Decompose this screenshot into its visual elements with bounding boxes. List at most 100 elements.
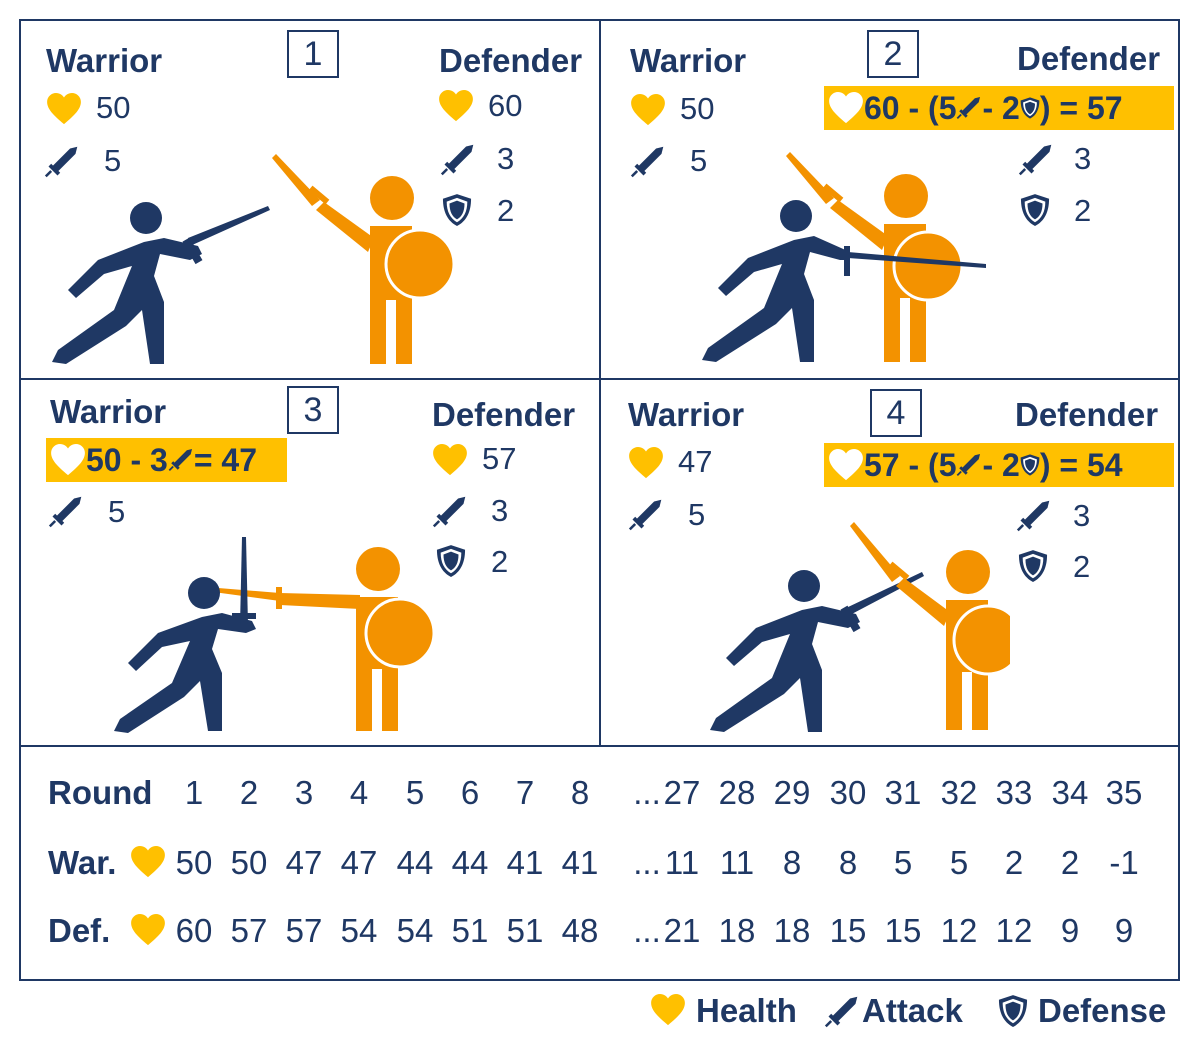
heart-icon xyxy=(650,994,686,1026)
warrior-health-cell: 8 xyxy=(838,844,858,881)
legend-health: Health xyxy=(696,992,797,1029)
formula-part: ) = 57 xyxy=(1039,89,1123,126)
defender-health: 60 xyxy=(488,88,523,123)
shield-icon xyxy=(1018,549,1048,583)
defender-label: Defender xyxy=(1015,396,1159,433)
round-cell: 6 xyxy=(460,774,480,811)
defender-health-cell: 15 xyxy=(829,912,867,949)
formula-part: 57 - (5 xyxy=(864,446,957,483)
sword-icon xyxy=(956,452,982,478)
table-ellipsis: ... xyxy=(633,774,661,811)
fight-scene-3 xyxy=(114,537,436,733)
shield-icon xyxy=(1020,193,1050,227)
round-cell: 31 xyxy=(884,774,922,811)
warrior-health: 50 xyxy=(680,91,715,126)
warrior-health-cell: 47 xyxy=(285,844,323,881)
divider-vertical xyxy=(599,19,601,747)
table-ellipsis: ... xyxy=(633,844,661,881)
defender-defense: 2 xyxy=(1074,193,1092,228)
warrior-health-cell: 2 xyxy=(1004,844,1024,881)
warrior-health-cell: 5 xyxy=(949,844,969,881)
round-cell: 8 xyxy=(570,774,590,811)
round-cell: 32 xyxy=(940,774,978,811)
sword-icon xyxy=(824,994,860,1030)
warrior-health-cell: 50 xyxy=(175,844,213,881)
sword-icon xyxy=(1018,142,1054,178)
defender-defense: 2 xyxy=(497,193,515,228)
warrior-health-cell: 44 xyxy=(396,844,434,881)
sword-icon xyxy=(956,95,982,121)
round-cell: 4 xyxy=(349,774,369,811)
round-cell: 29 xyxy=(773,774,811,811)
warrior-health: 47 xyxy=(678,444,713,479)
formula-part: - 2 xyxy=(982,89,1020,126)
warrior-health-cell: 47 xyxy=(340,844,378,881)
defender-health-cell: 57 xyxy=(285,912,323,949)
defender-attack: 3 xyxy=(491,493,509,528)
warrior-attack: 5 xyxy=(108,494,126,529)
shield-icon xyxy=(1020,453,1040,477)
heart-icon xyxy=(46,93,82,125)
warrior-figure xyxy=(52,202,270,364)
legend-attack: Attack xyxy=(862,992,963,1029)
panel-number: 3 xyxy=(287,386,339,434)
sword-icon xyxy=(1016,498,1052,534)
legend-defense: Defense xyxy=(1038,992,1167,1029)
warrior-health-formula: 50 - 3 = 47 xyxy=(46,438,287,482)
formula-part: - 2 xyxy=(982,446,1020,483)
panel-number: 2 xyxy=(867,30,919,78)
round-cell: 27 xyxy=(663,774,701,811)
defender-label: Defender xyxy=(1017,40,1161,77)
defender-health-cell: 54 xyxy=(340,912,378,949)
defender-health-formula: 57 - (5 - 2 ) = 54 xyxy=(824,443,1174,487)
defender-row-label: Def. xyxy=(48,912,111,949)
shield-icon xyxy=(1020,96,1040,120)
table-row-round: Round 1 2 3 4 5 6 7 8 27 28 29 30 31 32 33 34 35... xyxy=(46,770,1166,820)
defender-health-formula: 60 - (5 - 2 ) = 57 xyxy=(824,86,1174,130)
warrior-label: Warrior xyxy=(630,42,747,79)
round-cell: 33 xyxy=(995,774,1033,811)
round-label: Round xyxy=(48,774,153,811)
defender-health-cell: 51 xyxy=(506,912,544,949)
defender-defense: 2 xyxy=(1073,549,1091,584)
warrior-health-cell: 41 xyxy=(506,844,544,881)
warrior-health-cell: 44 xyxy=(451,844,489,881)
sword-icon xyxy=(628,497,664,533)
panel-number: 4 xyxy=(870,389,922,437)
formula-part: ) = 54 xyxy=(1039,446,1123,483)
defender-health-cell: 51 xyxy=(451,912,489,949)
defender-health-cell: 9 xyxy=(1060,912,1080,949)
defender-health-cell: 18 xyxy=(773,912,811,949)
round-cell: 5 xyxy=(405,774,425,811)
fight-scene-4 xyxy=(710,522,1010,732)
round-cell: 35 xyxy=(1105,774,1143,811)
round-cell: 1 xyxy=(184,774,204,811)
round-cell: 30 xyxy=(829,774,867,811)
round-cell: 2 xyxy=(239,774,259,811)
warrior-figure xyxy=(710,570,924,732)
table-ellipsis: ... xyxy=(633,912,661,949)
warrior-figure xyxy=(702,200,986,362)
heart-white-icon xyxy=(828,92,864,124)
defender-health-cell: 15 xyxy=(884,912,922,949)
round-cell: 3 xyxy=(294,774,314,811)
round-cell: 28 xyxy=(718,774,756,811)
formula-part: 60 - (5 xyxy=(864,89,957,126)
defender-health-cell: 12 xyxy=(995,912,1033,949)
warrior-health-cell: 11 xyxy=(719,844,755,881)
defender-label: Defender xyxy=(432,396,576,433)
shield-icon xyxy=(998,994,1028,1028)
warrior-attack: 5 xyxy=(104,143,122,178)
legend: Health Attack Defense xyxy=(0,992,1200,1036)
fight-scene-2 xyxy=(702,152,986,362)
defender-health-cell: 18 xyxy=(718,912,756,949)
heart-icon xyxy=(130,846,166,878)
formula-part: = 47 xyxy=(193,441,257,478)
warrior-label: Warrior xyxy=(46,42,163,79)
warrior-health-cell: 11 xyxy=(664,844,700,881)
heart-icon xyxy=(438,90,474,122)
warrior-health-cell: -1 xyxy=(1109,844,1139,881)
warrior-figure xyxy=(114,537,256,733)
heart-icon xyxy=(130,914,166,946)
heart-white-icon xyxy=(50,444,86,476)
